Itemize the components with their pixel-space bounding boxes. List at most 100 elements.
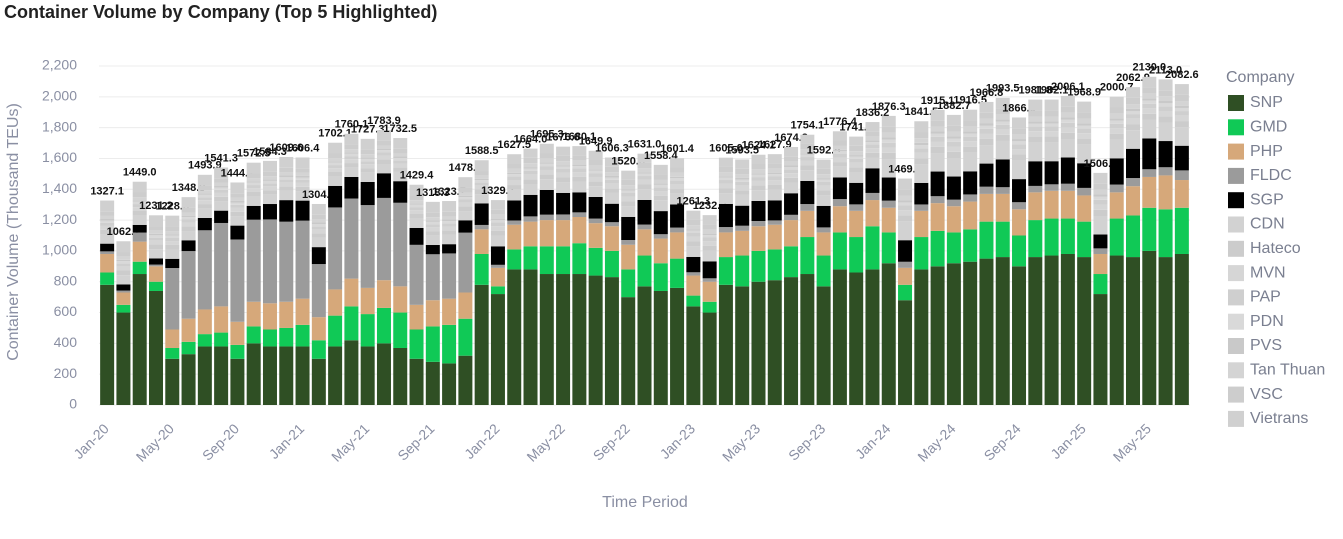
- bar-segment: [832, 149, 847, 152]
- bar-segment: [637, 176, 652, 180]
- x-tick-label: Sep-22: [590, 420, 633, 463]
- bar-segment: [686, 229, 701, 231]
- bar-segment: [670, 287, 685, 405]
- bar-segment: [490, 286, 505, 295]
- bar-segment: [409, 329, 424, 359]
- bar-segment: [490, 214, 505, 219]
- bar-segment: [344, 159, 359, 164]
- bar-segment: [914, 210, 929, 238]
- bar-segment: [1174, 115, 1189, 122]
- bar-segment: [1060, 253, 1075, 405]
- bar-segment: [246, 188, 261, 192]
- bar-segment: [523, 269, 538, 405]
- legend-label: PHP: [1250, 143, 1283, 160]
- bar-segment: [328, 153, 343, 159]
- bar-segment: [539, 166, 554, 170]
- bar-segment: [1126, 104, 1141, 109]
- total-label: 1966.8: [970, 87, 1004, 99]
- bar-segment: [409, 214, 424, 219]
- total-label: 2000.7: [1100, 82, 1134, 94]
- bar-segment: [898, 284, 913, 301]
- bar-segment: [523, 157, 538, 164]
- legend-swatch: [1228, 240, 1244, 257]
- bar-segment: [328, 176, 343, 186]
- total-label: 1674.2: [774, 132, 808, 144]
- bar-segment: [1044, 110, 1059, 117]
- total-label: 1558.4: [644, 150, 679, 162]
- bar-segment: [360, 287, 375, 315]
- bar-segment: [849, 210, 864, 238]
- bar-segment: [735, 194, 750, 206]
- bar-segment: [686, 230, 701, 233]
- bar-segment: [816, 190, 831, 196]
- bar-segment: [784, 277, 799, 405]
- total-label: 1776.4: [823, 116, 858, 128]
- bar-segment: [1012, 154, 1027, 161]
- bar-segment: [898, 300, 913, 405]
- bar-segment: [425, 300, 440, 327]
- bar-segment: [604, 226, 619, 251]
- bar-segment: [784, 173, 799, 178]
- bar-segment: [458, 292, 473, 319]
- y-tick-label: 2,000: [42, 88, 77, 104]
- bar-segment: [523, 216, 538, 222]
- bar-segment: [490, 235, 505, 247]
- bar-segment: [344, 278, 359, 307]
- bar-segment: [832, 177, 847, 200]
- bar-segment: [767, 163, 782, 169]
- total-label: 2062.9: [1116, 72, 1150, 84]
- bar-segment: [670, 189, 685, 194]
- bar-segment: [767, 176, 782, 181]
- bar-segment: [311, 203, 326, 215]
- bar-segment: [523, 167, 538, 169]
- bar-segment: [442, 230, 457, 235]
- bar-segment: [230, 358, 245, 405]
- bar-segment: [376, 152, 391, 156]
- bar-segment: [881, 263, 896, 405]
- bar-segment: [148, 266, 163, 282]
- total-label: 1627.9: [758, 139, 792, 151]
- bar-segment: [148, 258, 163, 265]
- bar-segment: [490, 200, 505, 210]
- bar-segment: [832, 151, 847, 154]
- bar-segment: [898, 210, 913, 216]
- bar-segment: [1142, 87, 1157, 94]
- bar-segment: [1012, 266, 1027, 405]
- bar-segment: [849, 172, 864, 183]
- bar-segment: [262, 186, 277, 191]
- bar-segment: [556, 177, 571, 183]
- total-label: 1968.9: [1067, 87, 1101, 99]
- bar-segment: [751, 185, 766, 191]
- bar-segment: [262, 160, 277, 172]
- bar-segment: [279, 200, 294, 222]
- bar-segment: [262, 180, 277, 184]
- bar-segment: [393, 347, 408, 405]
- bar-segment: [442, 244, 457, 254]
- bar-segment: [181, 217, 196, 220]
- x-tick-label: May-22: [523, 420, 567, 464]
- bar-segment: [442, 211, 457, 217]
- bar-segment: [604, 166, 619, 173]
- bar-segment: [653, 263, 668, 291]
- legend-swatch: [1228, 338, 1244, 354]
- bar-segment: [214, 201, 229, 211]
- bar-segment: [604, 188, 619, 193]
- legend-swatch: [1228, 362, 1244, 379]
- bar-segment: [946, 176, 961, 200]
- bar-segment: [653, 184, 668, 188]
- bar-segment: [376, 130, 391, 141]
- bar-segment: [181, 197, 196, 208]
- bar-segment: [556, 165, 571, 167]
- bar-segment: [979, 118, 994, 124]
- x-tick-label: Jan-21: [266, 420, 308, 462]
- bar-segment: [767, 249, 782, 281]
- bar-segment: [621, 297, 636, 405]
- total-label: 1318.3: [416, 187, 450, 199]
- bar-segment: [832, 131, 847, 141]
- bar-segment: [197, 309, 212, 335]
- bar-segment: [995, 193, 1010, 222]
- bar-segment: [784, 182, 799, 194]
- bar-segment: [393, 160, 408, 164]
- bar-segment: [1109, 120, 1124, 124]
- bar-segment: [279, 156, 294, 168]
